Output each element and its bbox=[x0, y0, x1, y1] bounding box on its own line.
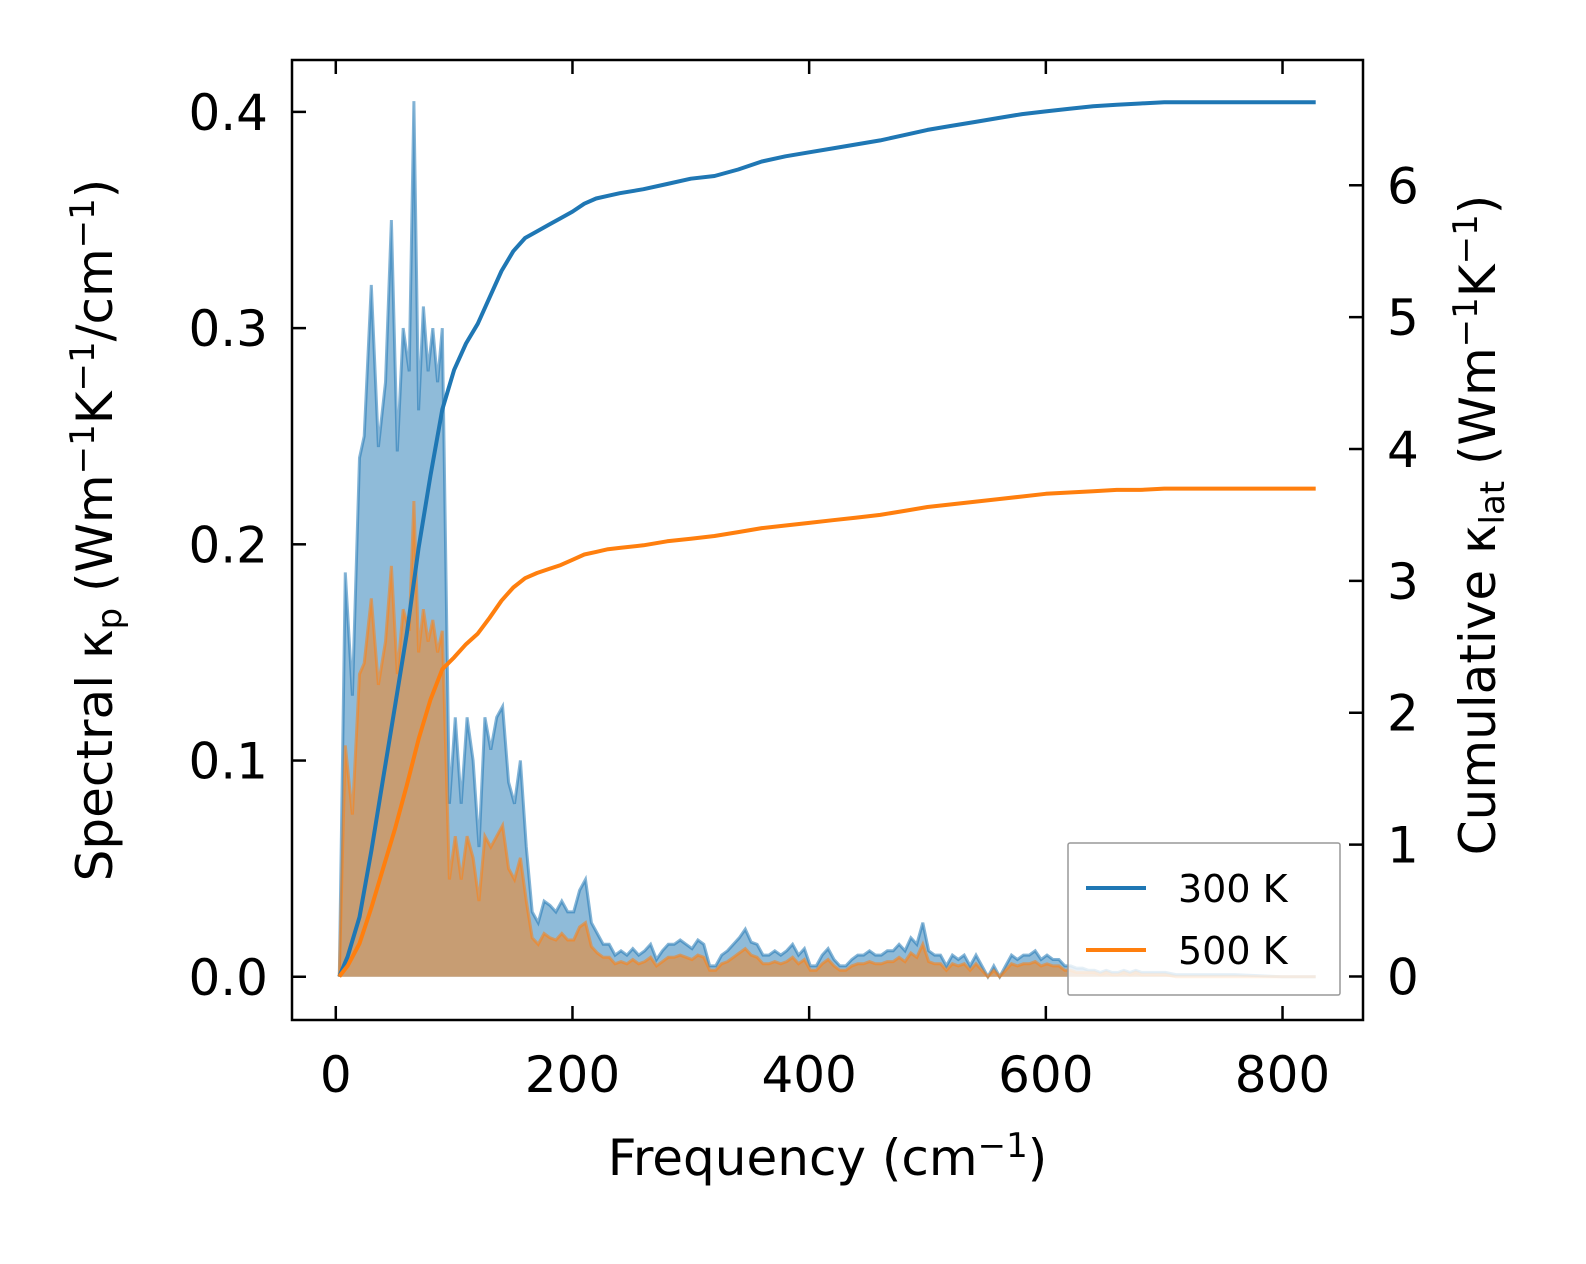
x-axis-title: Frequency (cm−1) bbox=[608, 1126, 1048, 1187]
line-layer bbox=[337, 100, 1316, 978]
y-right-tick-label: 0 bbox=[1387, 948, 1419, 1006]
y-right-tick-label: 6 bbox=[1387, 157, 1419, 215]
x-tick-label: 800 bbox=[1235, 1046, 1330, 1104]
tick-layer bbox=[292, 60, 1363, 1020]
y-left-tick-label: 0.2 bbox=[188, 516, 268, 574]
y-left-tick-label: 0.3 bbox=[188, 300, 268, 358]
legend: 300 K 500 K bbox=[1067, 842, 1341, 996]
y-right-axis-title: Cumulative κlat (Wm−1K−1) bbox=[1446, 195, 1513, 855]
spectral-edge-300k bbox=[337, 101, 1316, 980]
y-left-tick-label: 0.4 bbox=[188, 84, 268, 142]
y-right-tick-label: 3 bbox=[1387, 553, 1419, 611]
legend-label-300k: 300 K bbox=[1178, 867, 1289, 911]
x-tick-label: 400 bbox=[761, 1046, 856, 1104]
y-left-axis-title: Spectral κp (Wm−1K−1/cm−1) bbox=[63, 179, 130, 882]
plot-frame bbox=[290, 58, 1365, 1022]
legend-label-500k: 500 K bbox=[1178, 929, 1289, 973]
y-right-tick-label: 1 bbox=[1387, 817, 1419, 875]
y-left-tick-label: 0.0 bbox=[188, 949, 268, 1007]
legend-box bbox=[1067, 842, 1341, 996]
cumulative-line-300k bbox=[337, 100, 1316, 978]
y-left-tick-label: 0.1 bbox=[188, 733, 268, 791]
x-tick-label: 200 bbox=[525, 1046, 620, 1104]
y-right-tick-label: 5 bbox=[1387, 289, 1419, 347]
spectral-edge-500k bbox=[337, 501, 1316, 980]
y-right-tick-label: 4 bbox=[1387, 421, 1419, 479]
y-right-tick-label: 2 bbox=[1387, 685, 1419, 743]
x-tick-label: 600 bbox=[998, 1046, 1093, 1104]
cumulative-line-500k bbox=[337, 486, 1316, 978]
x-tick-label: 0 bbox=[320, 1046, 352, 1104]
label-layer: 0 200 400 600 800 0.0 0.1 0.2 0.3 0.4 0 1 2 3 4 5 6 Frequ… bbox=[63, 84, 1513, 1187]
spectral-fill-layer bbox=[337, 101, 1316, 980]
spectral-area-500k bbox=[339, 501, 1316, 977]
